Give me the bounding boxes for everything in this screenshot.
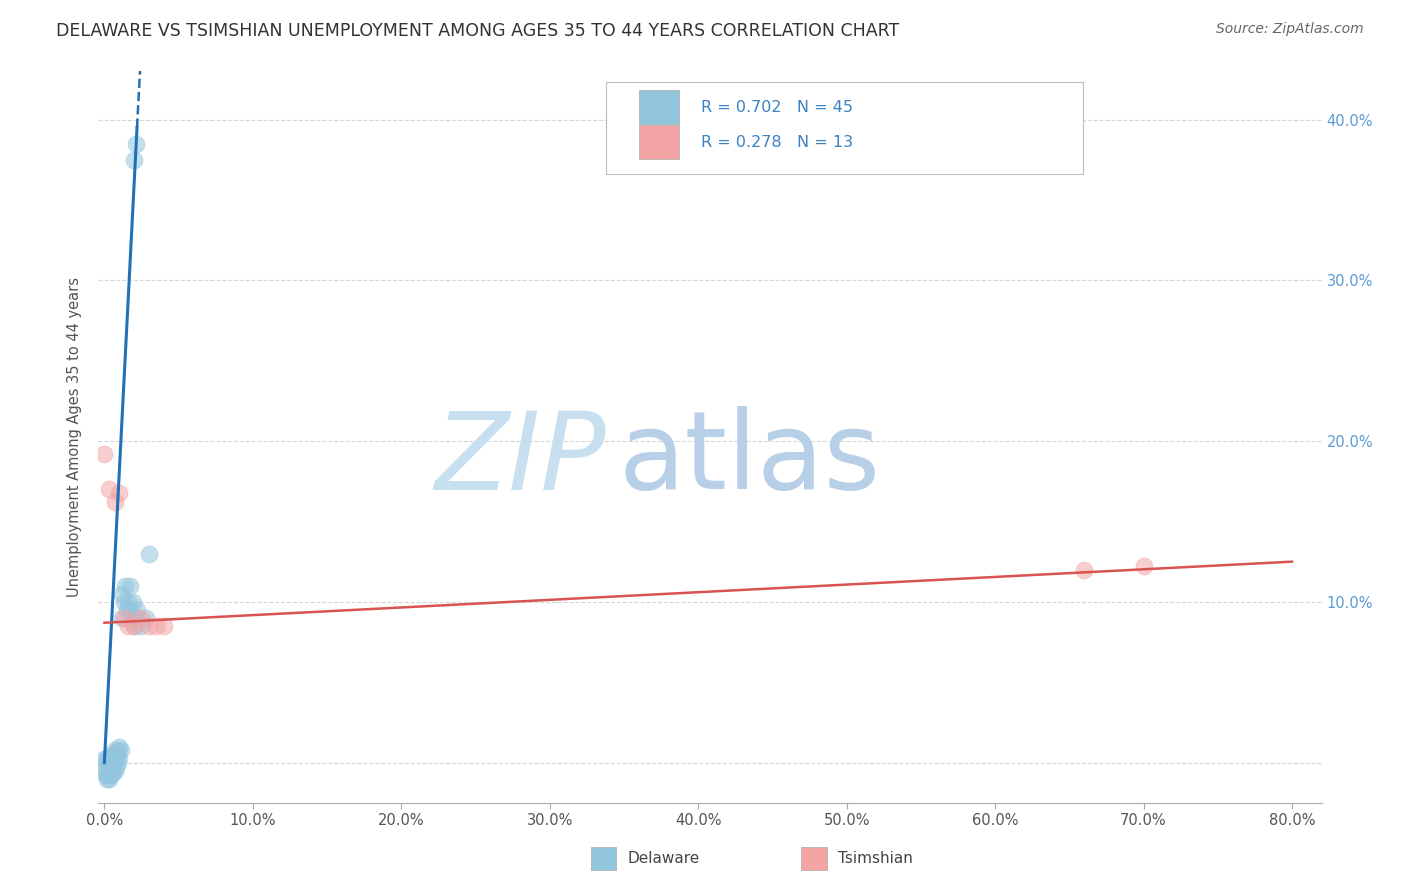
Point <box>117 619 139 633</box>
Text: atlas: atlas <box>619 406 880 512</box>
Point <box>122 619 145 633</box>
Bar <box>640 126 679 159</box>
FancyBboxPatch shape <box>606 82 1083 174</box>
Point <box>122 619 145 633</box>
Point <box>97 764 120 778</box>
Point <box>108 485 131 500</box>
Point <box>98 760 121 774</box>
Point <box>103 751 125 765</box>
Text: R = 0.278   N = 13: R = 0.278 N = 13 <box>702 135 853 150</box>
Bar <box>640 90 679 124</box>
Point <box>108 751 131 765</box>
Point <box>125 603 148 617</box>
Point <box>101 747 124 762</box>
Point <box>110 743 132 757</box>
Point <box>107 756 129 770</box>
Point <box>114 579 136 593</box>
Point <box>104 752 127 766</box>
Point <box>131 611 153 625</box>
Point <box>135 611 157 625</box>
Point <box>112 595 135 609</box>
Point <box>93 752 115 766</box>
Point <box>97 483 120 497</box>
Point <box>131 619 153 633</box>
Text: Source: ZipAtlas.com: Source: ZipAtlas.com <box>1216 22 1364 37</box>
Point <box>122 153 145 167</box>
Point <box>111 611 134 625</box>
Text: DELAWARE VS TSIMSHIAN UNEMPLOYMENT AMONG AGES 35 TO 44 YEARS CORRELATION CHART: DELAWARE VS TSIMSHIAN UNEMPLOYMENT AMONG… <box>56 22 900 40</box>
Point <box>96 772 118 786</box>
Point <box>104 764 127 778</box>
Point <box>104 743 127 757</box>
Point <box>124 136 146 151</box>
Point <box>94 756 117 770</box>
Point <box>96 764 118 778</box>
Point <box>103 764 125 778</box>
Point <box>138 619 160 633</box>
Point <box>1132 559 1154 574</box>
Point <box>115 603 138 617</box>
Point <box>1073 563 1095 577</box>
Point <box>107 744 129 758</box>
Point <box>94 768 117 782</box>
Point <box>121 595 143 609</box>
Y-axis label: Unemployment Among Ages 35 to 44 years: Unemployment Among Ages 35 to 44 years <box>67 277 83 597</box>
Point <box>101 767 124 781</box>
Point <box>97 752 120 766</box>
Point <box>124 611 146 625</box>
Point <box>93 764 115 778</box>
Point <box>98 768 121 782</box>
Point <box>152 619 174 633</box>
Point <box>108 739 131 754</box>
Point <box>93 447 115 461</box>
Point <box>120 603 142 617</box>
Point <box>98 749 121 764</box>
Point <box>138 547 160 561</box>
Point <box>104 495 127 509</box>
Text: ZIP: ZIP <box>434 407 606 511</box>
Point <box>97 772 120 786</box>
Point <box>111 587 134 601</box>
Point <box>105 747 128 762</box>
Point <box>118 579 141 593</box>
Text: R = 0.702   N = 45: R = 0.702 N = 45 <box>702 100 853 115</box>
Point <box>112 611 135 625</box>
Point <box>145 619 167 633</box>
Point <box>117 595 139 609</box>
Point <box>96 751 118 765</box>
Point <box>105 760 128 774</box>
Text: Tsimshian: Tsimshian <box>838 851 912 866</box>
Text: Delaware: Delaware <box>627 851 699 866</box>
Point <box>101 759 124 773</box>
